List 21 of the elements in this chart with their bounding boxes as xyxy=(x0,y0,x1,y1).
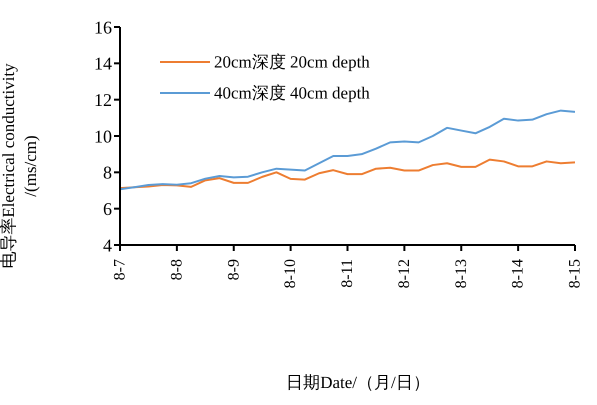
x-tick-label: 8-14 xyxy=(510,259,527,288)
y-tick-label: 8 xyxy=(103,162,112,183)
line-series xyxy=(120,158,575,190)
legend-label: 20cm深度 20cm depth xyxy=(214,52,370,72)
y-tick-label: 6 xyxy=(103,199,112,220)
y-tick-label: 12 xyxy=(94,90,112,110)
x-tick-label: 8-9 xyxy=(225,259,242,280)
y-tick-label: 4 xyxy=(103,235,112,256)
legend-label: 40cm深度 40cm depth xyxy=(214,84,370,102)
x-tick-label: 8-11 xyxy=(339,259,356,288)
x-tick-label: 8-13 xyxy=(452,259,470,288)
x-tick-label: 8-12 xyxy=(396,259,413,288)
y-tick-label: 10 xyxy=(94,126,112,146)
line-series xyxy=(120,110,575,190)
x-axis-title: 日期Date/（月/日） xyxy=(286,373,430,392)
x-tick-label: 8-7 xyxy=(112,259,128,280)
x-tick-label: 8-8 xyxy=(168,259,186,280)
x-tick-label: 8-15 xyxy=(566,259,584,288)
y-tick-label: 14 xyxy=(94,54,112,74)
x-tick-label: 8-10 xyxy=(282,259,300,288)
y-tick-label: 16 xyxy=(94,17,112,38)
